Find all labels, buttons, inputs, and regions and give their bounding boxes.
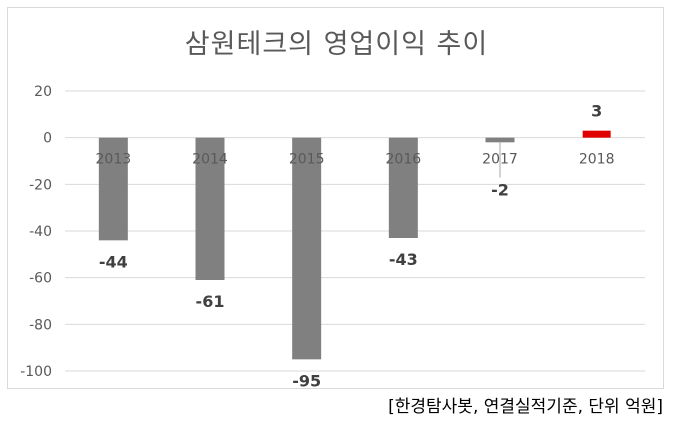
y-tick-label: -60 xyxy=(29,271,52,287)
data-label: -43 xyxy=(389,250,418,269)
y-tick-label: 0 xyxy=(43,131,52,147)
y-tick-label: -80 xyxy=(29,317,52,333)
x-tick-label: 2015 xyxy=(289,152,325,168)
y-tick-label: -20 xyxy=(29,177,52,193)
bar xyxy=(582,130,611,138)
bar xyxy=(388,137,418,238)
bar xyxy=(195,137,225,280)
source-note: [한경탐사봇, 연결실적기준, 단위 억원] xyxy=(388,397,663,417)
x-tick-label: 2016 xyxy=(386,152,422,168)
data-label: -44 xyxy=(99,252,128,271)
bar xyxy=(98,137,128,241)
data-label: -95 xyxy=(292,371,321,390)
bar xyxy=(292,137,322,360)
x-tick-label: 2014 xyxy=(192,152,228,168)
data-label: -61 xyxy=(196,292,225,311)
y-tick-label: -40 xyxy=(29,224,52,240)
x-tick-label: 2013 xyxy=(96,152,132,168)
x-tick-label: 2018 xyxy=(579,152,615,168)
data-label: -2 xyxy=(491,181,509,200)
y-tick-label: 20 xyxy=(34,84,52,100)
data-label: 3 xyxy=(591,102,602,121)
y-tick-label: -100 xyxy=(20,364,52,380)
bar xyxy=(485,137,515,143)
chart-title: 삼원테크의 영업이익 추이 xyxy=(184,29,489,60)
